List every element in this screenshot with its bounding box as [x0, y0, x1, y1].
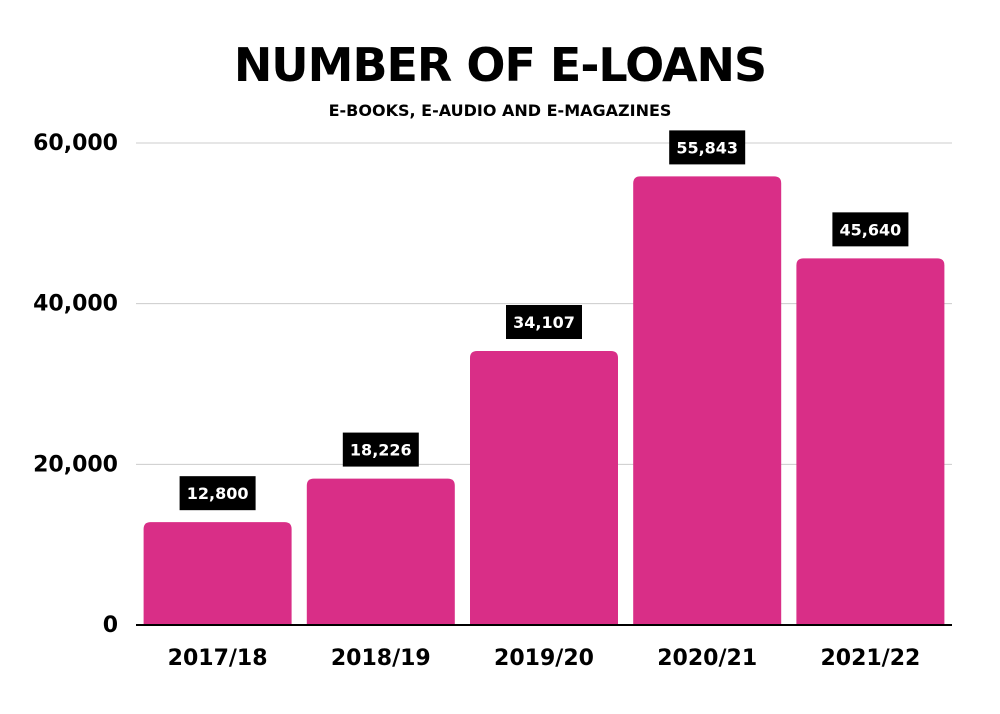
- chart-title: NUMBER OF E-LOANS: [233, 38, 767, 92]
- y-tick-label: 20,000: [33, 452, 118, 477]
- data-label: 45,640: [840, 220, 902, 239]
- data-label-box: [832, 212, 909, 247]
- y-tick-label: 60,000: [33, 131, 118, 156]
- bar: [633, 176, 782, 625]
- data-label-box: [342, 432, 419, 467]
- bar: [470, 351, 618, 625]
- x-tick-label: 2017/18: [168, 646, 268, 671]
- data-label: 34,107: [513, 313, 575, 332]
- data-label-box: [506, 305, 582, 340]
- x-tick-label: 2021/22: [820, 646, 920, 671]
- bar: [796, 258, 945, 625]
- data-label: 55,843: [676, 138, 738, 157]
- data-label: 12,800: [187, 484, 249, 503]
- bar: [143, 522, 292, 625]
- x-tick-label: 2020/21: [657, 646, 757, 671]
- data-label: 18,226: [350, 441, 412, 460]
- y-tick-label: 0: [103, 613, 118, 638]
- x-tick-label: 2018/19: [331, 646, 431, 671]
- y-tick-label: 40,000: [33, 292, 118, 317]
- chart-subtitle: E-BOOKS, E-AUDIO AND E-MAGAZINES: [328, 101, 672, 120]
- bar: [306, 478, 455, 625]
- data-label-box: [179, 476, 256, 511]
- data-label-box: [669, 130, 746, 165]
- x-tick-label: 2019/20: [494, 646, 594, 671]
